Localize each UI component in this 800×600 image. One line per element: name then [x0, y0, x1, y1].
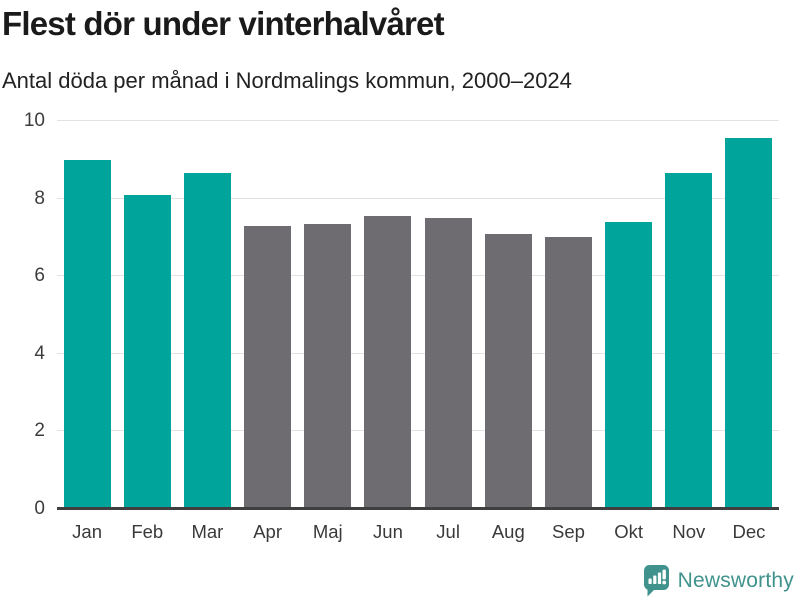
gridline-10 [57, 120, 779, 121]
bar-slot-jun [358, 121, 418, 509]
bar-feb [123, 194, 171, 509]
bar-okt [605, 221, 653, 509]
bar-maj [304, 223, 352, 509]
x-axis-label-jan: Jan [72, 521, 102, 542]
x-axis-label-jul: Jul [436, 521, 460, 542]
gridline-4 [57, 352, 779, 354]
x-axis-label-okt: Okt [614, 521, 644, 542]
x-axis-labels: Jan Feb Mar Apr Maj Jun Jul Aug Sep Okt Nov Dec [57, 521, 779, 543]
bar-slot-okt [599, 121, 659, 509]
chart-subtitle: Antal döda per månad i Nordmalings kommu… [2, 68, 572, 93]
plot-area: Jan Feb Mar Apr Maj Jun Jul Aug Sep Okt Nov Dec 0 2 4… [24, 110, 779, 542]
bars-row [57, 121, 779, 509]
bar-slot-dec [719, 121, 779, 509]
y-tick-label-0: 0 [34, 498, 45, 519]
bar-jan [63, 159, 111, 509]
x-axis-baseline [57, 507, 779, 510]
bar-slot-feb [117, 121, 177, 509]
y-tick-label-4: 4 [34, 342, 45, 364]
y-tick-label-2: 2 [34, 420, 45, 442]
x-axis-label-feb: Feb [131, 521, 164, 542]
bar-mar [183, 173, 231, 509]
bar-dec [725, 138, 773, 509]
bar-slot-jul [418, 121, 478, 509]
x-axis-label-apr: Apr [253, 521, 282, 542]
bar-sep [544, 237, 592, 509]
bar-slot-maj [298, 121, 358, 509]
bar-slot-mar [177, 121, 237, 509]
bar-slot-apr [238, 121, 298, 509]
gridline-2 [57, 430, 779, 432]
x-axis-label-aug: Aug [491, 521, 525, 542]
x-axis-label-dec: Dec [732, 521, 766, 542]
newsworthy-bubble-icon [643, 565, 669, 597]
y-tick-label-6: 6 [34, 265, 45, 287]
y-tick-label-8: 8 [34, 187, 45, 209]
x-axis-label-jun: Jun [373, 521, 403, 542]
newsworthy-logo: Newsworthy [643, 564, 794, 597]
bar-slot-aug [478, 121, 538, 509]
bar-slot-sep [538, 121, 598, 509]
x-axis-label-sep: Sep [552, 521, 585, 542]
gridline-8 [57, 197, 779, 199]
x-axis-label-nov: Nov [672, 521, 706, 542]
newsworthy-wordmark: Newsworthy [677, 568, 794, 592]
x-axis-label-mar: Mar [191, 521, 224, 542]
chart-title: Flest dör under vinterhalvåret [2, 5, 445, 42]
y-tick-label-10: 10 [23, 110, 45, 131]
bar-jun [364, 216, 412, 509]
bar-jul [424, 218, 472, 509]
gridline-6 [57, 275, 779, 277]
bar-aug [484, 233, 532, 509]
x-axis-label-maj: Maj [312, 521, 343, 542]
bar-apr [244, 225, 292, 509]
bar-slot-nov [659, 121, 719, 509]
bar-slot-jan [57, 121, 117, 509]
bar-nov [665, 173, 713, 509]
